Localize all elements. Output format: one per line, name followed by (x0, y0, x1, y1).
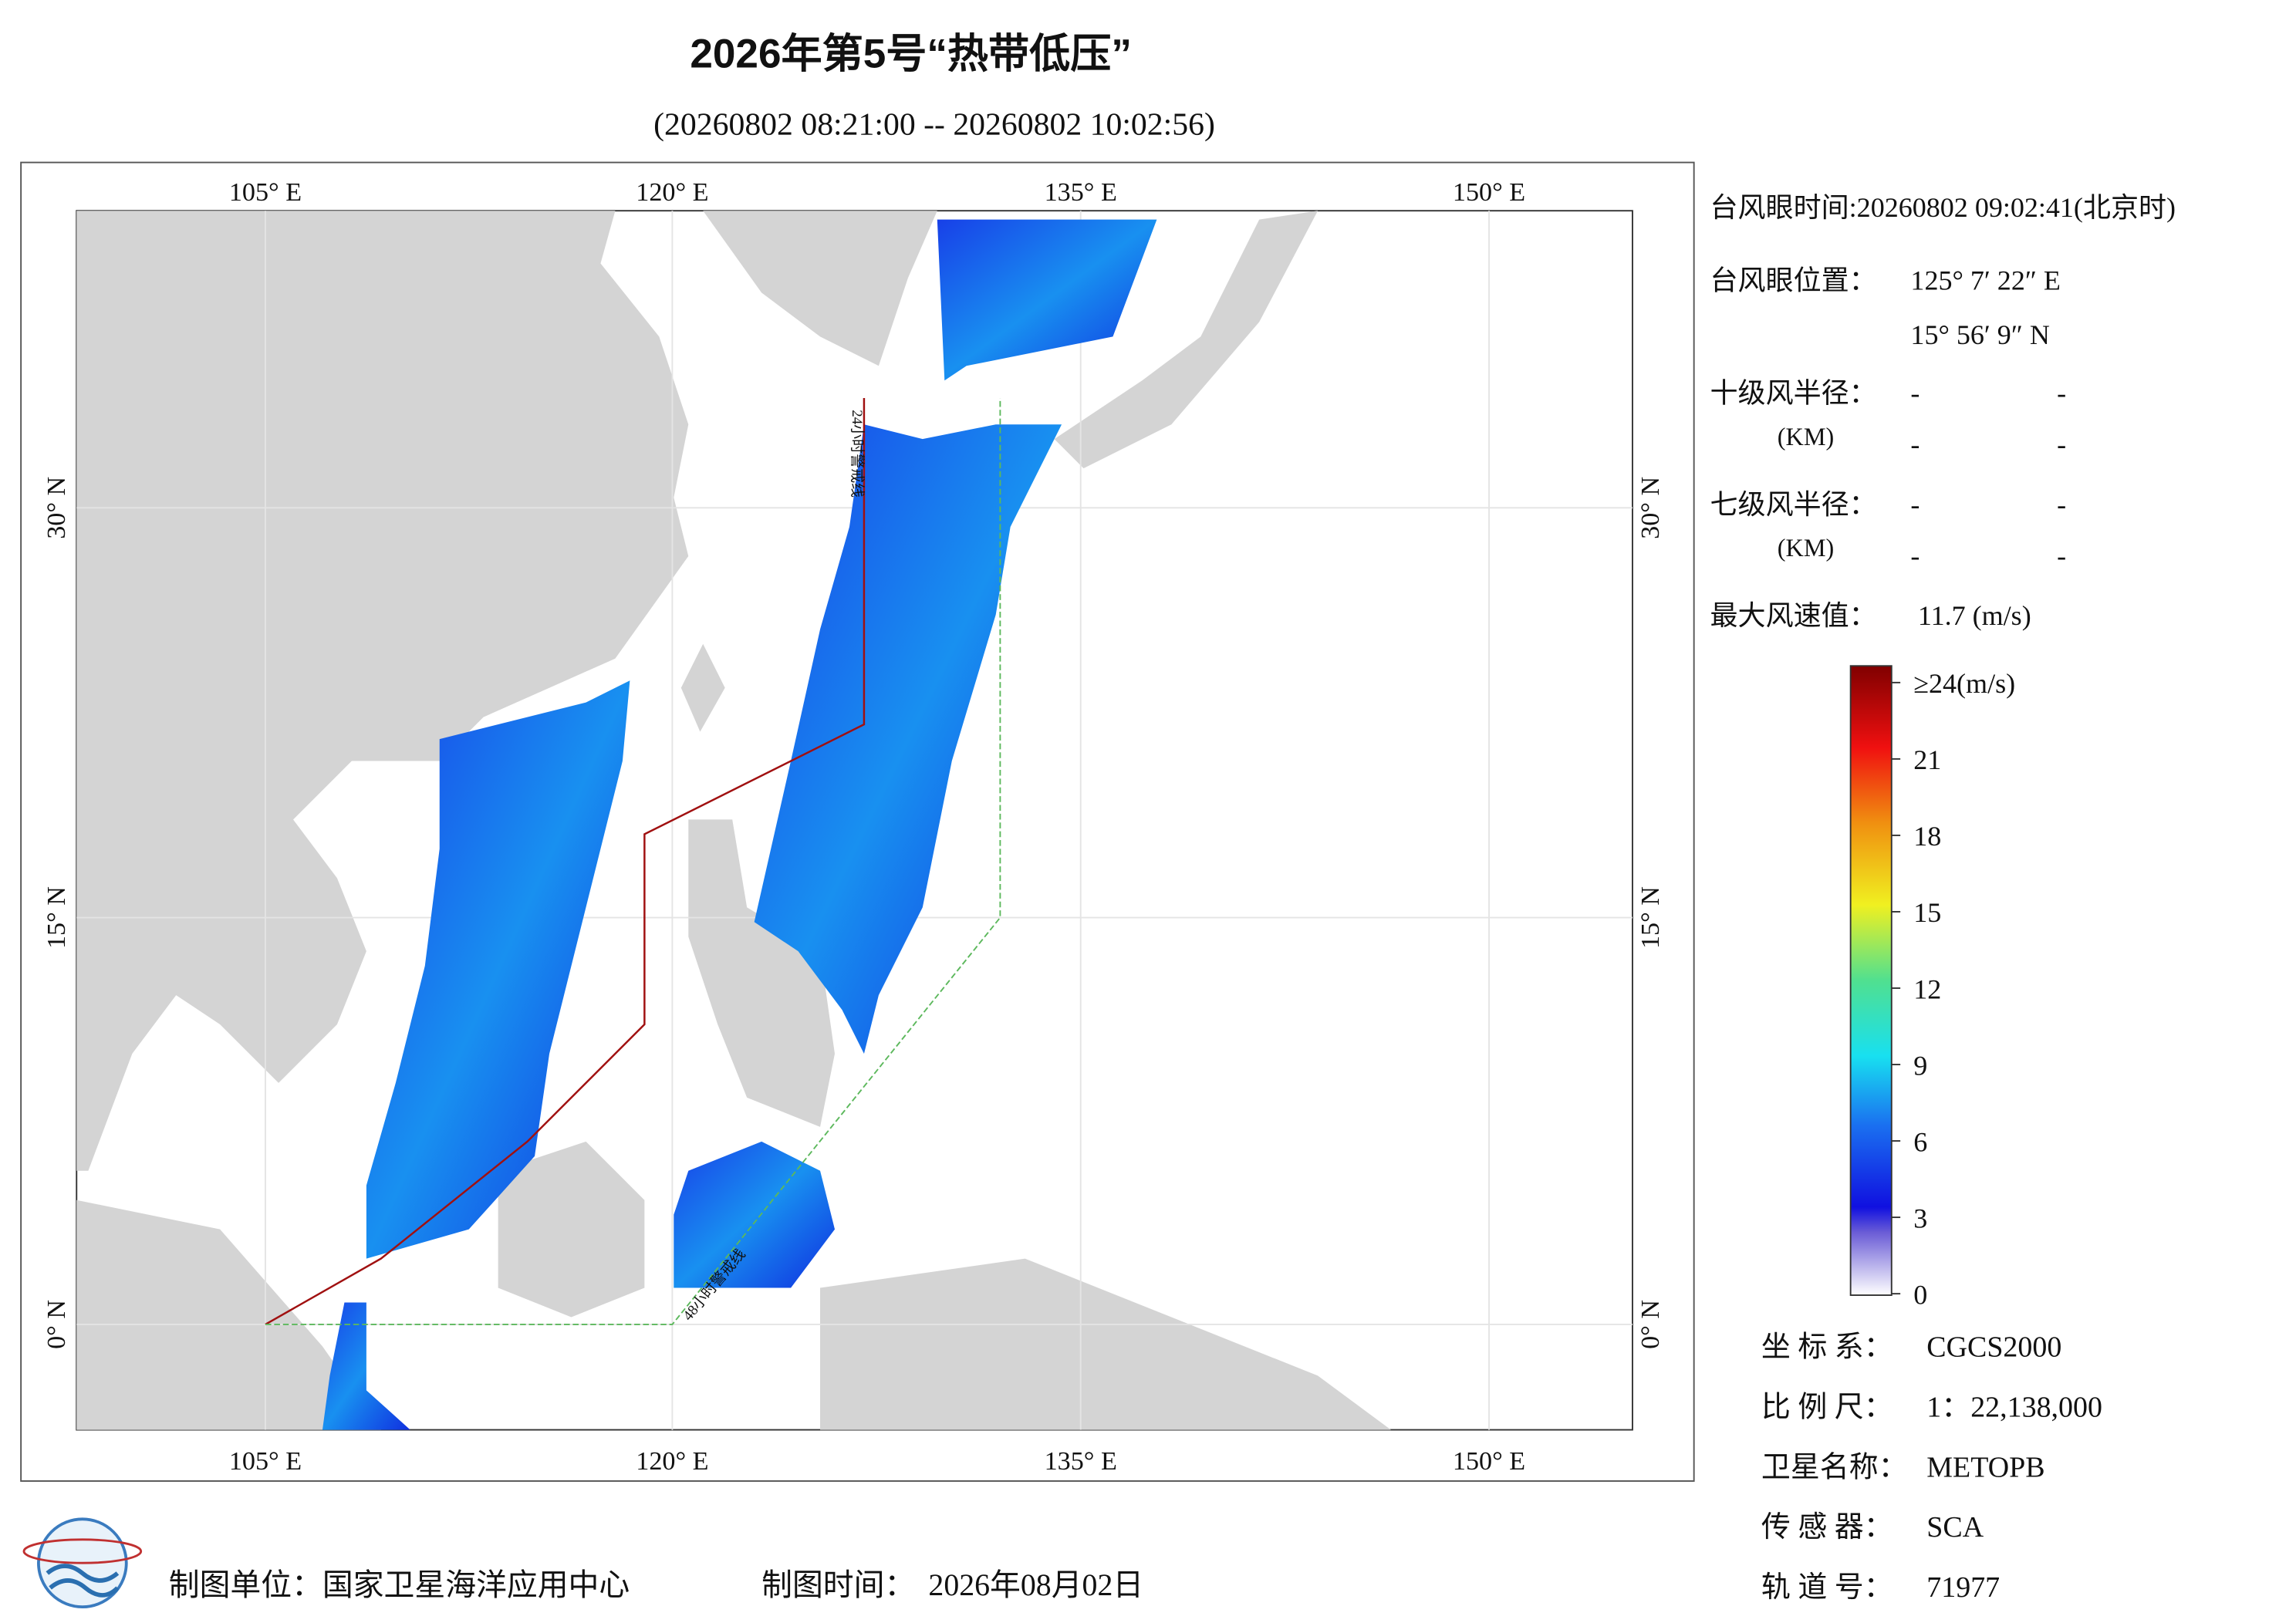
meta-value: METOPB (1926, 1451, 2044, 1483)
meta-value: SCA (1926, 1511, 1984, 1544)
swath-west (366, 680, 630, 1259)
lon-label: 120° E (636, 1447, 708, 1476)
unit: (KM) (1778, 534, 1834, 562)
lat-label: 30° N (1636, 477, 1665, 539)
value: - (1910, 429, 1920, 460)
value: - (2057, 429, 2066, 460)
label: 十级风半径： (1710, 378, 1877, 409)
logo (22, 1517, 143, 1609)
value: 125° 7′ 22″ E (1910, 265, 2060, 296)
map-frame (20, 161, 1695, 1482)
label: 台风眼位置： (1710, 265, 1877, 296)
eye-time: 台风眼时间:20260802 09:02:41(北京时) (1710, 192, 2176, 223)
colorbar-label: 3 (1913, 1203, 1927, 1233)
new-guinea (820, 1258, 1391, 1430)
unit: (KM) (1778, 423, 1834, 450)
footer-time-label: 制图时间： (761, 1567, 915, 1602)
swath-north (937, 219, 1157, 381)
swath-east (754, 424, 1062, 1054)
warning-line-24h (265, 398, 866, 1326)
lat-label: 15° N (1636, 886, 1665, 949)
title: 2026年第5号“热带低压” (690, 31, 1132, 76)
meta-value: 1：22,138,000 (1926, 1391, 2102, 1423)
borneo (498, 1141, 645, 1318)
value: 11.7 (m/s) (1918, 600, 2031, 631)
colorbar (1849, 665, 1893, 1296)
sumatra (76, 1200, 381, 1430)
lon-label: 120° E (636, 178, 708, 207)
asia-mainland (76, 211, 689, 1171)
label: 最大风速值： (1710, 600, 1877, 631)
value: - (2057, 540, 2066, 571)
lat-label: 0° N (42, 1300, 71, 1349)
colorbar-label: ≥24(m/s) (1913, 668, 2015, 699)
colorbar-label: 9 (1913, 1050, 1927, 1081)
taiwan (680, 643, 725, 732)
warning-line-48h (265, 398, 1001, 1325)
value: - (2057, 489, 2066, 520)
meta-label: 卫星名称： (1761, 1451, 1908, 1483)
value: - (1910, 489, 1920, 520)
swath-south (674, 1141, 835, 1288)
lon-label: 150° E (1453, 178, 1525, 207)
lat-label: 0° N (1636, 1300, 1665, 1349)
info-panel: 台风眼时间:20260802 09:02:41(北京时) 台风眼位置： 125°… (1710, 192, 2176, 631)
label: 七级风半径： (1710, 489, 1877, 520)
lon-label: 135° E (1045, 1447, 1117, 1476)
footer-time: 2026年08月02日 (928, 1567, 1143, 1602)
lat-label: 30° N (42, 477, 71, 539)
lat-label: 15° N (42, 886, 71, 949)
warning-label: 24小时警戒线 (849, 410, 866, 498)
meta-label: 坐 标 系： (1761, 1331, 1893, 1364)
colorbar-label: 0 (1913, 1279, 1927, 1310)
swath-sw (322, 1302, 410, 1430)
land (76, 211, 1391, 1430)
colorbar-label: 21 (1913, 744, 1941, 775)
wind-swath (322, 219, 1157, 1430)
value: - (1910, 378, 1920, 409)
japan (1054, 211, 1319, 469)
meta-value: CGCS2000 (1926, 1331, 2061, 1364)
colorbar-label: 15 (1913, 897, 1941, 928)
lon-label: 135° E (1045, 178, 1117, 207)
subtitle: (20260802 08:21:00 -- 20260802 10:02:56) (653, 107, 1215, 143)
value: - (1910, 540, 1920, 571)
value: - (2057, 378, 2066, 409)
lon-label: 150° E (1453, 1447, 1525, 1476)
colorbar-label: 18 (1913, 821, 1941, 852)
meta-label: 轨 道 号： (1761, 1571, 1893, 1604)
korea (703, 211, 937, 366)
colorbar-label: 12 (1913, 973, 1941, 1004)
colorbar-label: 6 (1913, 1126, 1927, 1157)
meta-value: 71977 (1926, 1571, 2000, 1604)
philippines (688, 819, 835, 1127)
footer-unit: 制图单位：国家卫星海洋应用中心 (169, 1567, 630, 1602)
meta-label: 传 感 器： (1761, 1511, 1893, 1544)
lon-label: 105° E (229, 178, 302, 207)
lon-label: 105° E (229, 1447, 302, 1476)
value: 15° 56′ 9″ N (1910, 319, 2049, 350)
meta-label: 比 例 尺： (1761, 1391, 1893, 1423)
